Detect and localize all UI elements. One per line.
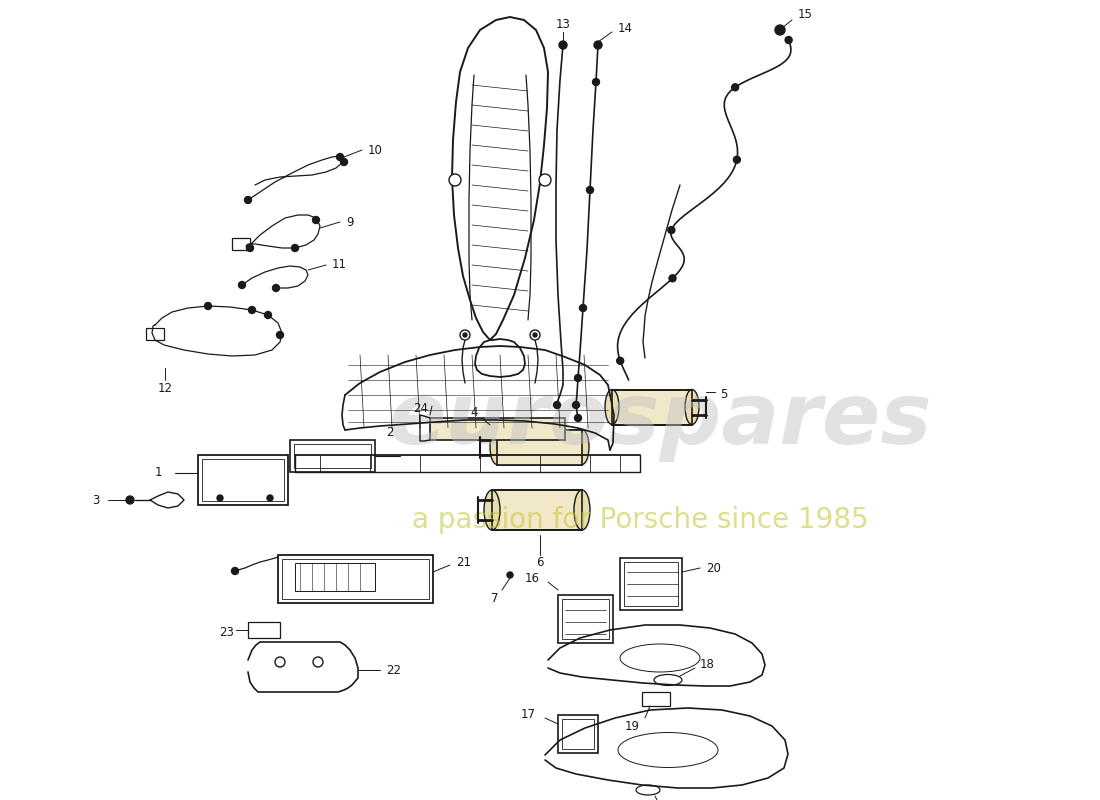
Circle shape bbox=[553, 402, 561, 409]
Text: 14: 14 bbox=[618, 22, 632, 34]
Text: 16: 16 bbox=[525, 571, 540, 585]
Bar bbox=[624, 562, 678, 606]
Bar bbox=[290, 440, 375, 472]
Circle shape bbox=[449, 174, 461, 186]
Circle shape bbox=[249, 306, 255, 314]
Bar bbox=[198, 455, 288, 505]
Bar bbox=[430, 418, 565, 440]
Bar bbox=[282, 559, 429, 599]
Bar bbox=[232, 238, 250, 250]
Circle shape bbox=[669, 274, 676, 282]
Text: 4: 4 bbox=[471, 406, 478, 419]
Ellipse shape bbox=[484, 490, 500, 530]
Text: a passion for Porsche since 1985: a passion for Porsche since 1985 bbox=[411, 506, 868, 534]
Circle shape bbox=[580, 305, 586, 311]
Circle shape bbox=[732, 84, 738, 90]
Text: eurospares: eurospares bbox=[387, 378, 933, 462]
Text: 21: 21 bbox=[456, 555, 471, 569]
Circle shape bbox=[785, 37, 792, 43]
Bar bbox=[295, 563, 375, 591]
Circle shape bbox=[341, 158, 348, 166]
Ellipse shape bbox=[574, 490, 590, 530]
Bar bbox=[562, 599, 609, 639]
Circle shape bbox=[273, 285, 279, 291]
Bar bbox=[612, 390, 692, 425]
Circle shape bbox=[205, 302, 211, 310]
Text: 5: 5 bbox=[720, 389, 727, 402]
Circle shape bbox=[217, 495, 223, 501]
Circle shape bbox=[276, 331, 284, 338]
Circle shape bbox=[264, 311, 272, 318]
Circle shape bbox=[530, 330, 540, 340]
Circle shape bbox=[312, 217, 319, 223]
Text: 3: 3 bbox=[92, 494, 100, 506]
Circle shape bbox=[617, 358, 624, 364]
Ellipse shape bbox=[685, 390, 698, 425]
Circle shape bbox=[463, 333, 467, 337]
Circle shape bbox=[572, 402, 580, 409]
Text: 12: 12 bbox=[157, 382, 173, 394]
Circle shape bbox=[231, 567, 239, 574]
Circle shape bbox=[267, 495, 273, 501]
Circle shape bbox=[593, 78, 600, 86]
Text: 6: 6 bbox=[537, 555, 543, 569]
Bar bbox=[492, 490, 582, 530]
Bar bbox=[612, 390, 692, 425]
Text: 10: 10 bbox=[368, 143, 383, 157]
Text: 19: 19 bbox=[625, 719, 640, 733]
Circle shape bbox=[460, 330, 470, 340]
Circle shape bbox=[314, 657, 323, 667]
Bar bbox=[497, 430, 582, 465]
Circle shape bbox=[668, 226, 675, 234]
Text: 7: 7 bbox=[491, 591, 498, 605]
Text: 9: 9 bbox=[346, 215, 353, 229]
Circle shape bbox=[239, 282, 245, 289]
Circle shape bbox=[275, 657, 285, 667]
Bar bbox=[497, 430, 582, 465]
Bar bbox=[562, 719, 594, 749]
Text: 11: 11 bbox=[332, 258, 346, 271]
Bar bbox=[278, 555, 433, 603]
Circle shape bbox=[507, 572, 513, 578]
Circle shape bbox=[539, 174, 551, 186]
Circle shape bbox=[574, 374, 582, 382]
Circle shape bbox=[126, 496, 134, 504]
Bar bbox=[558, 715, 598, 753]
Circle shape bbox=[594, 41, 602, 49]
Circle shape bbox=[244, 197, 252, 203]
Circle shape bbox=[734, 156, 740, 163]
Text: 1: 1 bbox=[154, 466, 162, 479]
Text: 13: 13 bbox=[556, 18, 571, 31]
Text: 18: 18 bbox=[700, 658, 715, 671]
Text: 20: 20 bbox=[706, 562, 721, 574]
Circle shape bbox=[337, 154, 343, 161]
Circle shape bbox=[292, 245, 298, 251]
Bar bbox=[248, 622, 280, 638]
Circle shape bbox=[559, 41, 566, 49]
Circle shape bbox=[776, 25, 785, 35]
Bar bbox=[202, 459, 284, 501]
Bar bbox=[558, 595, 613, 643]
Ellipse shape bbox=[605, 390, 619, 425]
Circle shape bbox=[586, 186, 594, 194]
Bar bbox=[620, 558, 682, 610]
Text: 23: 23 bbox=[219, 626, 234, 638]
Circle shape bbox=[246, 245, 253, 251]
Ellipse shape bbox=[575, 430, 589, 465]
Bar bbox=[294, 444, 371, 468]
Bar bbox=[146, 328, 164, 340]
Text: 2: 2 bbox=[386, 426, 394, 438]
Bar bbox=[492, 490, 582, 530]
Text: 22: 22 bbox=[386, 663, 402, 677]
Text: 17: 17 bbox=[521, 709, 536, 722]
Text: 24: 24 bbox=[412, 402, 428, 414]
Circle shape bbox=[574, 414, 582, 422]
Circle shape bbox=[534, 333, 537, 337]
Bar bbox=[642, 692, 670, 706]
Ellipse shape bbox=[490, 430, 504, 465]
Text: 15: 15 bbox=[798, 9, 813, 22]
